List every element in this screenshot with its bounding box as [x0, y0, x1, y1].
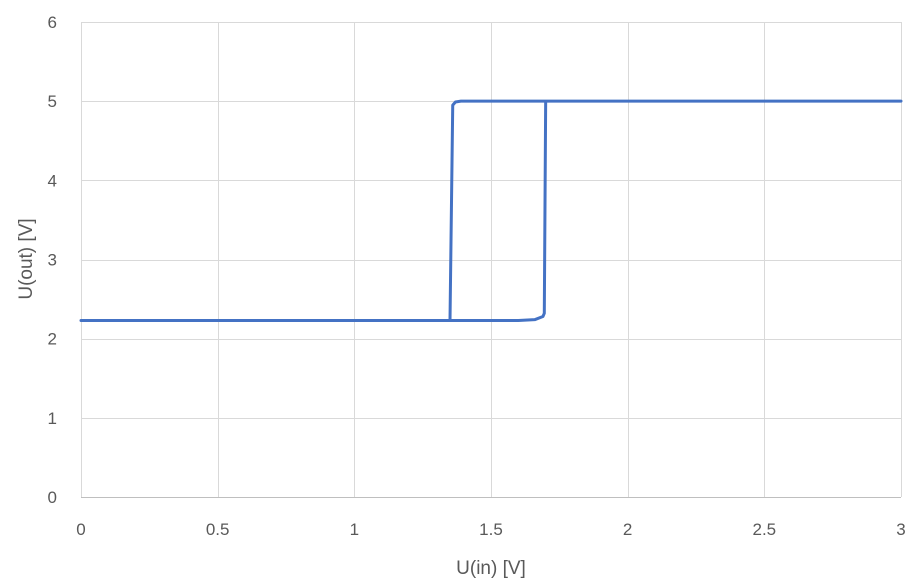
y-tick-label: 2 — [48, 330, 57, 349]
y-tick-label: 4 — [48, 171, 57, 190]
grid — [81, 22, 902, 498]
y-axis-tick-labels: 0 1 2 3 4 5 6 — [48, 13, 57, 507]
y-tick-label: 5 — [48, 92, 57, 111]
x-axis-title: U(in) [V] — [456, 558, 526, 579]
x-tick-label: 3 — [896, 520, 905, 539]
x-tick-label: 2 — [623, 520, 632, 539]
y-axis-title: U(out) [V] — [16, 218, 37, 299]
x-tick-label: 1.5 — [479, 520, 503, 539]
x-tick-label: 2.5 — [753, 520, 777, 539]
x-tick-label: 0.5 — [206, 520, 230, 539]
series-line — [79, 99, 903, 322]
y-tick-label: 6 — [48, 13, 57, 32]
x-tick-label: 1 — [350, 520, 359, 539]
x-tick-label: 0 — [76, 520, 85, 539]
series-group — [79, 99, 903, 322]
y-tick-label: 1 — [48, 409, 57, 428]
y-tick-label: 3 — [48, 251, 57, 270]
x-axis-tick-labels: 0 0.5 1 1.5 2 2.5 3 — [76, 520, 905, 539]
y-tick-label: 0 — [48, 488, 57, 507]
